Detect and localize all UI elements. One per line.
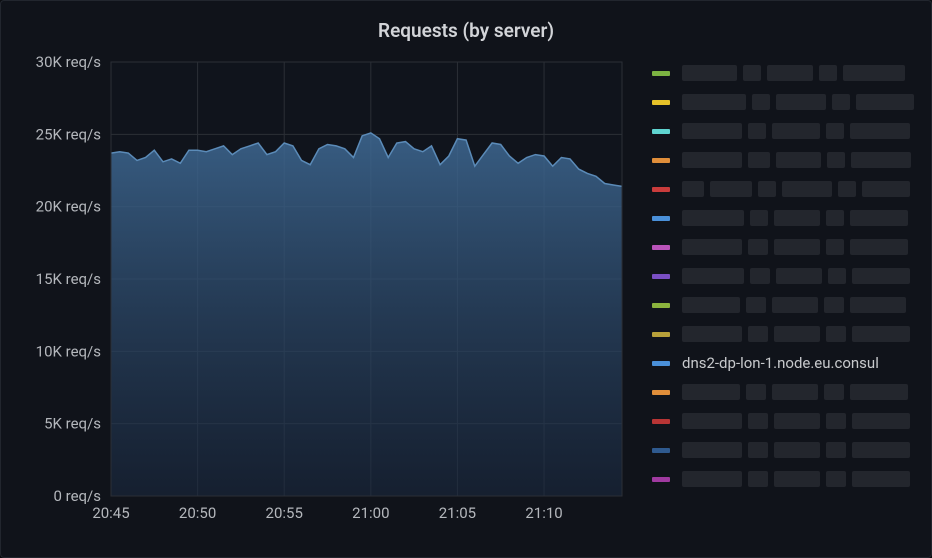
svg-text:21:10: 21:10 <box>525 504 562 522</box>
legend-swatch <box>652 158 670 163</box>
legend-swatch <box>652 361 670 366</box>
legend-swatch <box>652 477 670 482</box>
svg-text:5K req/s: 5K req/s <box>44 415 101 433</box>
legend-item[interactable] <box>652 296 921 314</box>
legend-redacted-label <box>682 268 921 284</box>
svg-text:21:05: 21:05 <box>439 504 476 522</box>
legend-redacted-label <box>682 210 921 226</box>
legend-item[interactable] <box>652 470 921 488</box>
legend-swatch <box>652 274 670 279</box>
legend-swatch <box>652 129 670 134</box>
legend-swatch <box>652 100 670 105</box>
legend-swatch <box>652 419 670 424</box>
legend: dns2-dp-lon-1.node.eu.consul <box>634 52 921 543</box>
legend-swatch <box>652 216 670 221</box>
legend-swatch <box>652 245 670 250</box>
legend-redacted-label <box>682 152 921 168</box>
legend-redacted-label <box>682 181 921 197</box>
legend-redacted-label <box>682 413 921 429</box>
svg-text:21:00: 21:00 <box>352 504 389 522</box>
legend-item[interactable] <box>652 93 921 111</box>
legend-redacted-label <box>682 442 921 458</box>
legend-item[interactable] <box>652 325 921 343</box>
panel-title: Requests (by server) <box>1 1 931 52</box>
legend-item[interactable] <box>652 383 921 401</box>
legend-item[interactable] <box>652 180 921 198</box>
legend-swatch <box>652 332 670 337</box>
chart-area[interactable]: 0 req/s 5K req/s 10K req/s 15K req/s 20K req… <box>9 52 634 543</box>
legend-item[interactable] <box>652 209 921 227</box>
svg-text:15K req/s: 15K req/s <box>36 270 101 288</box>
legend-redacted-label <box>682 123 921 139</box>
legend-redacted-label <box>682 239 921 255</box>
legend-item[interactable] <box>652 412 921 430</box>
legend-item[interactable] <box>652 122 921 140</box>
legend-redacted-label <box>682 65 921 81</box>
legend-swatch <box>652 390 670 395</box>
svg-text:10K req/s: 10K req/s <box>36 342 101 360</box>
svg-text:20:45: 20:45 <box>92 504 129 522</box>
legend-swatch <box>652 303 670 308</box>
legend-item[interactable]: dns2-dp-lon-1.node.eu.consul <box>652 354 921 372</box>
legend-swatch <box>652 71 670 76</box>
legend-redacted-label <box>682 384 921 400</box>
legend-item[interactable] <box>652 151 921 169</box>
svg-text:20:55: 20:55 <box>266 504 303 522</box>
legend-redacted-label <box>682 326 921 342</box>
legend-item[interactable] <box>652 238 921 256</box>
legend-redacted-label <box>682 297 921 313</box>
panel-body: 0 req/s 5K req/s 10K req/s 15K req/s 20K req… <box>1 52 931 557</box>
legend-swatch <box>652 448 670 453</box>
legend-item[interactable] <box>652 441 921 459</box>
svg-text:30K req/s: 30K req/s <box>36 53 101 71</box>
legend-redacted-label <box>682 94 921 110</box>
svg-text:20K req/s: 20K req/s <box>36 198 101 216</box>
legend-redacted-label <box>682 471 921 487</box>
legend-swatch <box>652 187 670 192</box>
svg-text:25K req/s: 25K req/s <box>36 125 101 143</box>
chart-panel: Requests (by server) 0 req/s 5K req/s 10K … <box>0 0 932 558</box>
svg-text:20:50: 20:50 <box>179 504 216 522</box>
legend-item[interactable] <box>652 64 921 82</box>
legend-label: dns2-dp-lon-1.node.eu.consul <box>682 354 879 372</box>
area-chart-svg: 0 req/s 5K req/s 10K req/s 15K req/s 20K req… <box>9 52 634 532</box>
svg-text:0 req/s: 0 req/s <box>53 487 101 505</box>
legend-item[interactable] <box>652 267 921 285</box>
